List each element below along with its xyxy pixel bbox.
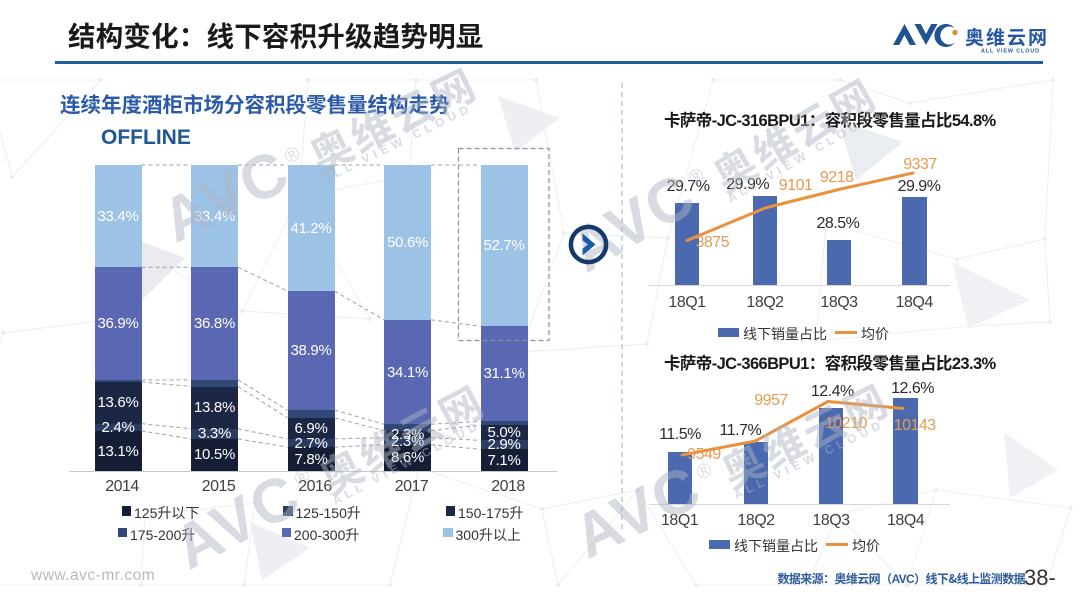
svg-text:ALL VIEW CLOUD: ALL VIEW CLOUD bbox=[981, 49, 1040, 54]
svg-text:奥维云网: 奥维云网 bbox=[965, 24, 1049, 50]
